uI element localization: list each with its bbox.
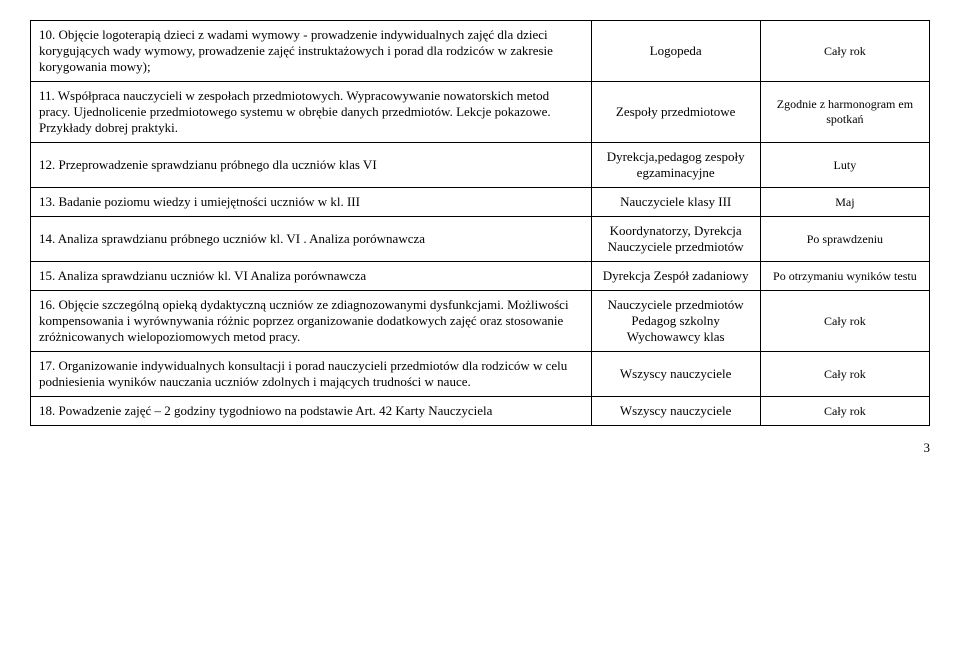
table-row: 18. Powadzenie zajęć – 2 godziny tygodni…	[31, 397, 930, 426]
cell-timeframe: Cały rok	[760, 291, 929, 352]
cell-timeframe: Po otrzymaniu wyników testu	[760, 262, 929, 291]
cell-timeframe: Luty	[760, 143, 929, 188]
cell-responsible: Dyrekcja Zespół zadaniowy	[591, 262, 760, 291]
table-row: 14. Analiza sprawdzianu próbnego uczniów…	[31, 217, 930, 262]
cell-timeframe: Cały rok	[760, 352, 929, 397]
cell-timeframe: Cały rok	[760, 397, 929, 426]
cell-responsible: Koordynatorzy, Dyrekcja Nauczyciele prze…	[591, 217, 760, 262]
cell-responsible: Wszyscy nauczyciele	[591, 397, 760, 426]
cell-responsible: Logopeda	[591, 21, 760, 82]
cell-responsible: Dyrekcja,pedagog zespoły egzaminacyjne	[591, 143, 760, 188]
cell-description: 13. Badanie poziomu wiedzy i umiejętnośc…	[31, 188, 592, 217]
cell-responsible: Nauczyciele klasy III	[591, 188, 760, 217]
schedule-table: 10. Objęcie logoterapią dzieci z wadami …	[30, 20, 930, 426]
cell-description: 12. Przeprowadzenie sprawdzianu próbnego…	[31, 143, 592, 188]
cell-description: 15. Analiza sprawdzianu uczniów kl. VI A…	[31, 262, 592, 291]
cell-timeframe: Po sprawdzeniu	[760, 217, 929, 262]
cell-description: 16. Objęcie szczególną opieką dydaktyczn…	[31, 291, 592, 352]
cell-timeframe: Maj	[760, 188, 929, 217]
cell-timeframe: Zgodnie z harmonogram em spotkań	[760, 82, 929, 143]
table-row: 16. Objęcie szczególną opieką dydaktyczn…	[31, 291, 930, 352]
cell-responsible: Wszyscy nauczyciele	[591, 352, 760, 397]
cell-timeframe: Cały rok	[760, 21, 929, 82]
cell-description: 14. Analiza sprawdzianu próbnego uczniów…	[31, 217, 592, 262]
cell-description: 11. Współpraca nauczycieli w zespołach p…	[31, 82, 592, 143]
table-row: 12. Przeprowadzenie sprawdzianu próbnego…	[31, 143, 930, 188]
cell-description: 10. Objęcie logoterapią dzieci z wadami …	[31, 21, 592, 82]
page-number: 3	[30, 440, 930, 456]
cell-responsible: Nauczyciele przedmiotów Pedagog szkolny …	[591, 291, 760, 352]
table-row: 15. Analiza sprawdzianu uczniów kl. VI A…	[31, 262, 930, 291]
table-row: 10. Objęcie logoterapią dzieci z wadami …	[31, 21, 930, 82]
table-row: 11. Współpraca nauczycieli w zespołach p…	[31, 82, 930, 143]
cell-description: 18. Powadzenie zajęć – 2 godziny tygodni…	[31, 397, 592, 426]
table-row: 13. Badanie poziomu wiedzy i umiejętnośc…	[31, 188, 930, 217]
cell-description: 17. Organizowanie indywidualnych konsult…	[31, 352, 592, 397]
table-row: 17. Organizowanie indywidualnych konsult…	[31, 352, 930, 397]
cell-responsible: Zespoły przedmiotowe	[591, 82, 760, 143]
